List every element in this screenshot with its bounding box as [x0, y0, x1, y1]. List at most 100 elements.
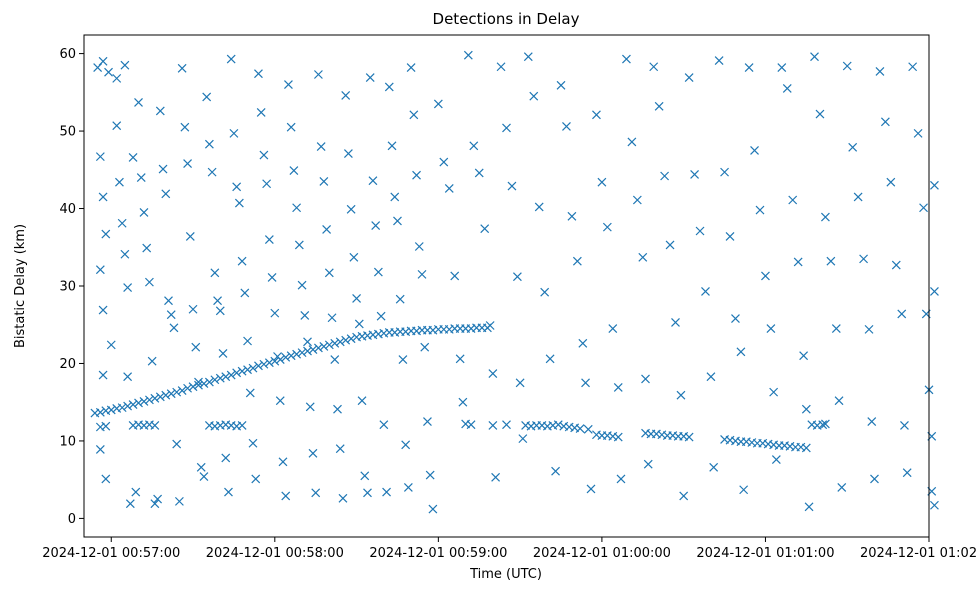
data-point-x-marker [196, 462, 206, 472]
data-point-x-marker [262, 179, 272, 189]
data-point-x-marker [237, 366, 247, 376]
data-point-x-marker [572, 256, 582, 266]
data-point-x-marker [480, 224, 490, 234]
data-point-x-marker [177, 63, 187, 73]
data-point-x-marker [720, 167, 729, 177]
data-point-x-marker [226, 54, 236, 64]
y-tick-label: 30 [59, 280, 76, 295]
x-axis: 2024-12-01 00:57:00 2024-12-01 00:58:00 20… [42, 537, 978, 561]
data-point-x-marker [226, 370, 236, 380]
data-point-x-marker [199, 379, 209, 389]
data-point-x-marker [341, 335, 351, 345]
data-point-x-marker [131, 487, 141, 497]
data-point-x-marker [142, 243, 152, 253]
data-point-x-marker [330, 338, 340, 348]
data-point-x-marker [101, 474, 111, 484]
data-point-x-marker [281, 491, 291, 501]
data-point-x-marker [360, 471, 370, 481]
data-point-x-marker [264, 358, 274, 368]
data-point-x-marker [284, 80, 293, 90]
data-point-x-marker [166, 310, 176, 320]
data-point-x-marker [425, 470, 435, 480]
data-point-x-marker [188, 304, 198, 314]
data-point-x-marker [782, 84, 792, 93]
data-point-x-marker [515, 378, 525, 388]
data-point-x-marker [919, 203, 928, 213]
data-point-x-marker [834, 396, 844, 406]
data-point-x-marker [264, 235, 274, 244]
data-point-x-marker [229, 128, 239, 138]
data-point-x-marker [221, 453, 231, 463]
data-point-x-marker [837, 482, 847, 492]
data-point-x-marker [289, 166, 299, 175]
data-point-x-marker [853, 192, 863, 202]
data-point-x-marker [324, 268, 334, 278]
data-point-x-marker [352, 293, 362, 303]
data-point-x-marker [627, 137, 637, 147]
data-point-x-marker [117, 218, 127, 228]
data-point-x-marker [278, 457, 288, 467]
data-point-x-marker [695, 226, 705, 236]
data-point-x-marker [150, 499, 160, 509]
data-point-x-marker [455, 354, 465, 364]
data-point-x-marker [578, 338, 588, 348]
data-point-x-marker [771, 455, 781, 464]
data-point-x-marker [139, 397, 149, 406]
data-point-x-marker [139, 207, 149, 217]
data-point-x-marker [297, 348, 307, 358]
data-point-x-marker [313, 343, 323, 353]
data-point-x-marker [207, 167, 217, 177]
data-point-x-marker [412, 170, 421, 180]
data-point-x-marker [349, 252, 359, 262]
data-point-x-marker [761, 271, 770, 281]
data-point-x-marker [346, 204, 356, 214]
data-point-x-marker [420, 342, 430, 352]
data-point-x-marker [243, 336, 252, 346]
data-point-x-marker [439, 157, 449, 167]
data-point-x-marker [458, 397, 468, 407]
data-point-x-marker [725, 231, 735, 241]
data-point-x-marker [300, 311, 310, 320]
data-point-x-marker [398, 355, 408, 365]
data-point-x-marker [172, 439, 182, 449]
data-point-x-marker [237, 256, 247, 266]
data-point-x-marker [174, 496, 184, 506]
series-1 [95, 419, 593, 434]
data-point-x-marker [540, 287, 550, 297]
data-point-x-marker [423, 417, 432, 426]
data-point-x-marker [335, 337, 345, 347]
data-point-x-marker [379, 420, 389, 430]
data-point-x-marker [292, 203, 302, 213]
data-point-x-marker [848, 142, 858, 152]
data-point-x-marker [166, 389, 176, 399]
data-point-x-marker [384, 82, 394, 92]
data-point-x-marker [221, 372, 231, 382]
data-point-x-marker [676, 390, 686, 400]
data-point-x-marker [243, 365, 252, 375]
data-point-x-marker [507, 181, 517, 191]
data-point-x-marker [930, 180, 939, 190]
data-point-x-marker [406, 63, 416, 72]
data-point-x-marker [251, 474, 261, 484]
data-point-x-marker [341, 91, 351, 100]
data-point-x-marker [714, 56, 724, 65]
data-point-x-marker [333, 404, 342, 414]
data-point-x-marker [215, 373, 225, 383]
data-point-x-marker [95, 445, 105, 454]
data-point-x-marker [409, 110, 419, 120]
data-point-x-marker [859, 254, 869, 264]
data-point-x-marker [267, 273, 277, 282]
data-point-x-marker [128, 400, 138, 409]
data-point-x-marker [534, 202, 544, 212]
data-point-x-marker [232, 368, 242, 378]
data-point-x-marker [144, 395, 154, 405]
data-point-x-marker [891, 260, 901, 270]
data-point-x-marker [502, 420, 511, 430]
data-point-x-marker [820, 419, 830, 429]
data-point-x-marker [215, 306, 225, 316]
data-point-x-marker [185, 231, 195, 241]
data-point-x-marker [363, 488, 372, 498]
series-3 [93, 50, 939, 514]
y-tick-label: 10 [59, 434, 76, 449]
data-point-x-marker [177, 386, 187, 396]
